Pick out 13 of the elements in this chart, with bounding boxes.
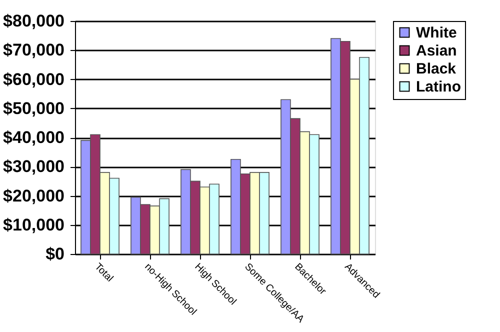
y-tick-label: $70,000 xyxy=(3,40,64,60)
y-tick-label: $40,000 xyxy=(3,128,64,147)
legend-label: White xyxy=(416,24,457,42)
y-tick-label: $20,000 xyxy=(3,186,64,206)
legend-label: Black xyxy=(416,60,457,78)
legend-label: Asian xyxy=(416,42,457,60)
legend-label: Latino xyxy=(416,78,461,96)
y-tick-label: $10,000 xyxy=(3,215,64,234)
y-tick-label: $80,000 xyxy=(3,12,64,30)
y-tick-label: $30,000 xyxy=(3,157,64,176)
y-tick-label: $0 xyxy=(46,244,64,264)
y-tick-label: $50,000 xyxy=(3,98,64,118)
y-tick-label: $60,000 xyxy=(3,70,64,89)
